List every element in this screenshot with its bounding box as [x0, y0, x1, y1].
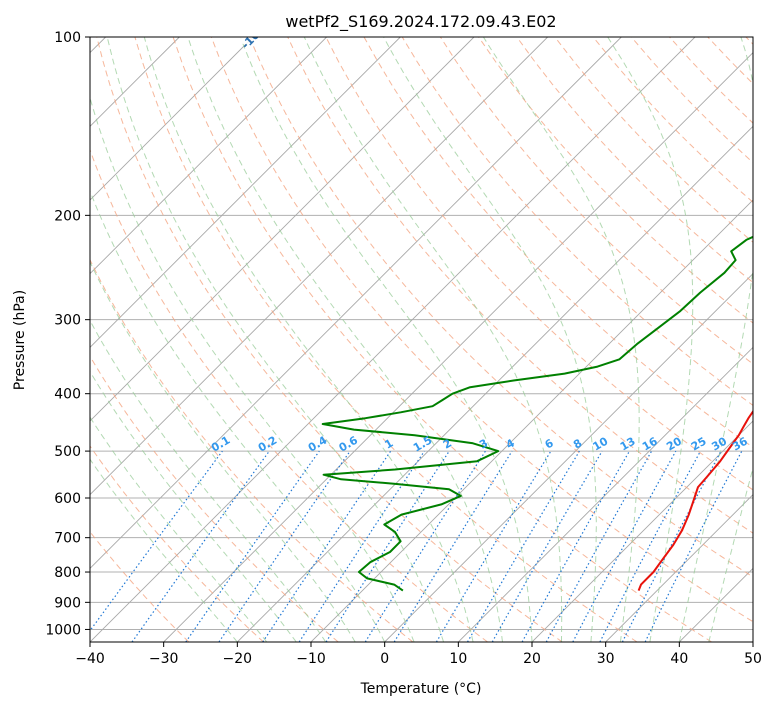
- moist-adiabat-line: [607, 37, 694, 642]
- mixing-ratio-line: [599, 450, 702, 642]
- x-axis-label: Temperature (°C): [360, 681, 482, 697]
- moist-adiabat-line: [90, 96, 415, 642]
- isotherm-line: [90, 37, 622, 569]
- y-tick-label: 500: [54, 444, 81, 460]
- y-axis-label: Pressure (hPa): [12, 290, 28, 390]
- isotherm-line: [237, 125, 753, 642]
- plot-frame: [89, 36, 754, 643]
- dry-adiabat-line: [592, 37, 753, 203]
- dry-adiabat-line: [478, 37, 753, 324]
- y-tick-label: 900: [54, 595, 81, 611]
- isotherm-line: [679, 567, 753, 642]
- dry-adiabat-line: [325, 37, 753, 491]
- dry-adiabat-line: [90, 531, 190, 642]
- mixing-ratio-line: [364, 450, 486, 642]
- x-tick-label: −30: [149, 651, 179, 667]
- mixing-ratio-line: [325, 450, 450, 642]
- dry-adiabat-line: [249, 37, 753, 578]
- y-tick-label: 1000: [45, 622, 81, 638]
- isotherm-line: [163, 52, 753, 642]
- mixing-ratio-line: [393, 450, 513, 642]
- dry-adiabat-line: [90, 445, 264, 642]
- y-tick-label: 700: [54, 531, 81, 547]
- dry-adiabat-line: [90, 258, 414, 642]
- dry-adiabat-line: [669, 37, 753, 124]
- moist-adiabat-line: [90, 189, 386, 642]
- plot-area: -100: [90, 37, 753, 642]
- mixing-ratio-label: 2: [441, 437, 454, 452]
- x-tick-label: −20: [223, 651, 253, 667]
- isotherm-line: [90, 37, 696, 642]
- dry-adiabat-line: [745, 37, 753, 45]
- x-tick-label: 50: [744, 651, 762, 667]
- moist-adiabat-line: [187, 37, 503, 642]
- x-tick-label: 30: [597, 651, 615, 667]
- dry-adiabat-line: [172, 37, 712, 642]
- moist-adiabat-line: [708, 466, 753, 642]
- moist-adiabat-line: [383, 37, 597, 642]
- x-tick-label: −40: [75, 651, 105, 667]
- isotherm-line: [90, 37, 548, 496]
- y-tick-label: 600: [54, 491, 81, 507]
- x-tick-label: 0: [380, 651, 389, 667]
- mixing-ratio-line: [262, 450, 392, 642]
- dry-adiabat-line: [439, 37, 753, 365]
- dry-adiabat-line: [210, 37, 753, 623]
- y-tick-label: 800: [54, 565, 81, 581]
- isotherm-line: [310, 199, 753, 642]
- moist-adiabat-line: [90, 458, 238, 642]
- moist-adiabat-line: [90, 370, 297, 642]
- moist-adiabat-line: [90, 416, 268, 642]
- x-tick-label: 40: [670, 651, 688, 667]
- moist-adiabat-line: [482, 37, 640, 642]
- x-tick-label: 10: [449, 651, 467, 667]
- mixing-ratio-line: [644, 450, 743, 642]
- y-tick-label: 100: [54, 30, 81, 46]
- isotherm-line: [90, 37, 327, 275]
- moist-adiabat-line: [90, 319, 327, 642]
- mixing-ratio-line: [90, 450, 223, 632]
- x-tick-label: −10: [296, 651, 326, 667]
- mixing-ratio-line: [466, 450, 580, 642]
- dry-adiabat-line: [707, 37, 753, 85]
- isotherm-label-bg: [239, 37, 267, 44]
- dry-adiabat-line: [516, 37, 753, 284]
- chart-title: wetPf2_S169.2024.172.09.43.E02: [285, 12, 556, 32]
- y-tick-label: 400: [54, 387, 81, 403]
- isotherm-line: [458, 346, 753, 642]
- dry-adiabat-line: [96, 37, 563, 642]
- dry-adiabat-line: [287, 37, 753, 534]
- mixing-ratio-line: [545, 450, 653, 642]
- moist-adiabat-line: [303, 37, 563, 642]
- moist-adiabat-line: [678, 37, 753, 642]
- mixing-ratio-line: [572, 450, 677, 642]
- mixing-ratio-label: 6: [543, 436, 556, 451]
- axes-overlay: 0.1 0.2 0.4 0.6 1 1.5 2 3 4 6 8 10 13 16 20 25 30 36−40 −3…: [45, 30, 762, 667]
- mixing-ratio-line: [218, 450, 351, 642]
- moist-adiabat-line: [239, 37, 533, 642]
- isotherm-line: [90, 37, 254, 201]
- moist-adiabat-line: [90, 260, 356, 642]
- dry-adiabat-line: [90, 355, 339, 642]
- mixing-ratio-line: [298, 450, 425, 642]
- x-tick-label: 20: [523, 651, 541, 667]
- dry-adiabat-line: [90, 148, 488, 642]
- temperature-profile-line: [637, 409, 753, 591]
- y-tick-label: 300: [54, 313, 81, 329]
- isotherm-line: [605, 494, 753, 642]
- moist-adiabat-line: [106, 37, 445, 642]
- mixing-ratio-line: [131, 450, 270, 642]
- dewpoint-profile-line: [321, 235, 753, 592]
- isotherm-line: [384, 273, 753, 642]
- isotherm-line: [752, 641, 753, 642]
- isotherm-line: [531, 420, 753, 642]
- isotherm-line: [90, 37, 401, 348]
- isotherm-line: [90, 37, 475, 422]
- dry-adiabat-line: [554, 37, 753, 243]
- moist-adiabat-line: [143, 37, 474, 642]
- y-tick-label: 200: [54, 208, 81, 224]
- mixing-ratio-line: [521, 450, 631, 642]
- mixing-ratio-line: [185, 450, 320, 642]
